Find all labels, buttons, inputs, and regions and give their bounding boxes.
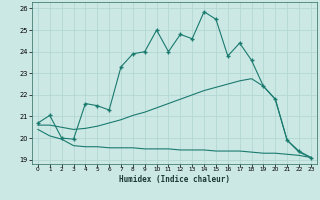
X-axis label: Humidex (Indice chaleur): Humidex (Indice chaleur) [119, 175, 230, 184]
